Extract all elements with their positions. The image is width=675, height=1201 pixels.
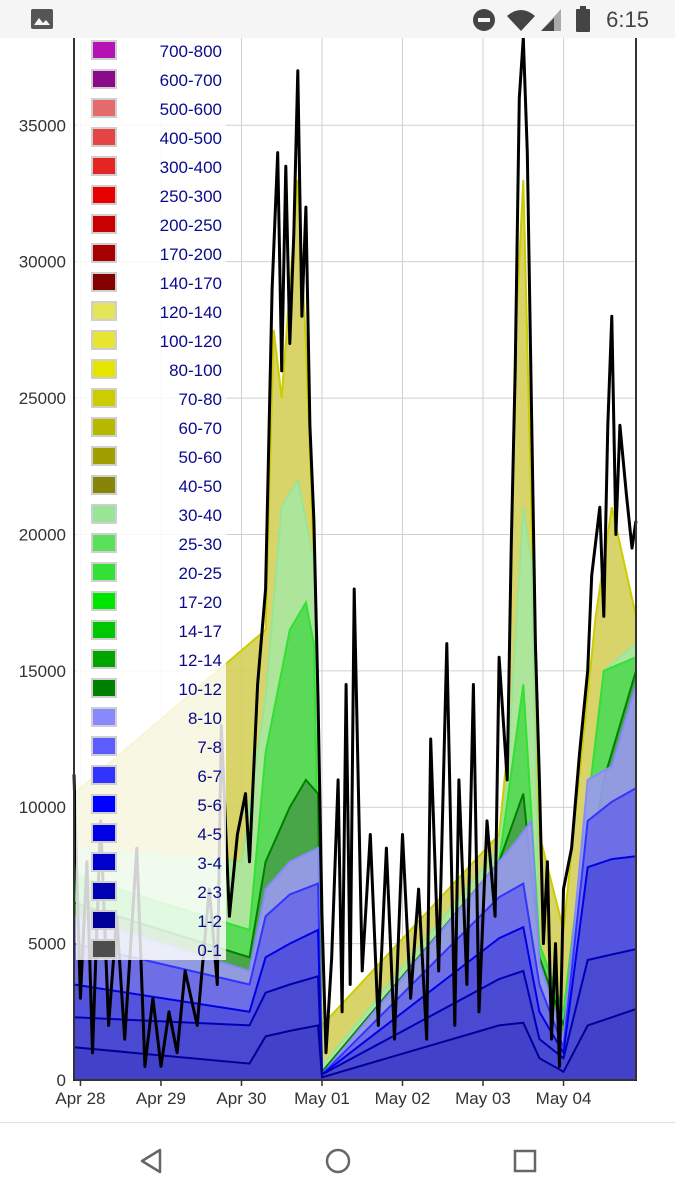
- legend-label: 120-140: [160, 303, 222, 322]
- legend-swatch: [91, 359, 117, 379]
- legend-swatch: [91, 678, 117, 698]
- legend-label: 12-14: [179, 651, 222, 670]
- x-tick-label: May 02: [375, 1089, 431, 1108]
- chart-legend: 700-800 600-700 500-600 400-500 300-400 250-3…: [76, 38, 226, 960]
- chart-axes: [73, 38, 637, 1086]
- legend-label: 25-30: [179, 535, 222, 554]
- legend-swatch: [91, 388, 117, 408]
- legend-swatch: [91, 301, 117, 321]
- legend-label: 4-5: [197, 825, 222, 844]
- legend-swatch: [91, 794, 117, 814]
- legend-swatch: [91, 533, 117, 553]
- do-not-disturb-icon: [473, 9, 495, 31]
- recents-icon[interactable]: [512, 1147, 538, 1175]
- legend-swatch: [91, 417, 117, 437]
- line-total: [72, 38, 638, 1068]
- legend-label: 3-4: [197, 854, 222, 873]
- legend-swatch: [91, 881, 117, 901]
- battery-icon: [576, 6, 590, 32]
- legend-label: 6-7: [197, 767, 222, 786]
- legend-label: 140-170: [160, 274, 222, 293]
- legend-label: 8-10: [188, 709, 222, 728]
- x-tick-label: May 01: [294, 1089, 350, 1108]
- legend-swatch: [91, 562, 117, 582]
- y-tick-label: 10000: [19, 798, 66, 817]
- legend-swatch: [91, 272, 117, 292]
- legend-label: 17-20: [179, 593, 222, 612]
- legend-swatch: [91, 69, 117, 89]
- legend-label: 50-60: [179, 448, 222, 467]
- legend-swatch: [91, 939, 117, 959]
- cellular-icon: [541, 9, 561, 31]
- legend-swatch: [91, 852, 117, 872]
- legend-label: 10-12: [179, 680, 222, 699]
- legend-label: 70-80: [179, 390, 222, 409]
- legend-swatch: [91, 649, 117, 669]
- x-tick-label: Apr 29: [136, 1089, 186, 1108]
- legend-label: 2-3: [197, 883, 222, 902]
- legend-swatch: [91, 765, 117, 785]
- legend-swatch: [91, 214, 117, 234]
- legend-label: 170-200: [160, 245, 222, 264]
- y-tick-label: 35000: [19, 116, 66, 135]
- y-tick-label: 0: [57, 1071, 66, 1090]
- x-tick-label: May 04: [536, 1089, 592, 1108]
- legend-swatch: [91, 127, 117, 147]
- legend-label: 100-120: [160, 332, 222, 351]
- legend-label: 400-500: [160, 129, 222, 148]
- legend-swatch: [91, 185, 117, 205]
- wifi-icon: [507, 10, 535, 31]
- legend-swatch: [91, 40, 117, 60]
- legend-swatch: [91, 910, 117, 930]
- nav-bar: [0, 1122, 675, 1201]
- y-tick-label: 30000: [19, 253, 66, 272]
- legend-label: 5-6: [197, 796, 222, 815]
- home-icon[interactable]: [324, 1147, 352, 1175]
- legend-label: 700-800: [160, 42, 222, 61]
- image-icon: [31, 9, 53, 29]
- y-tick-label: 15000: [19, 662, 66, 681]
- legend-label: 300-400: [160, 158, 222, 177]
- legend-label: 0-1: [197, 941, 222, 960]
- legend-label: 7-8: [197, 738, 222, 757]
- legend-swatch: [91, 475, 117, 495]
- legend-swatch: [91, 330, 117, 350]
- legend-label: 14-17: [179, 622, 222, 641]
- x-tick-label: May 03: [455, 1089, 511, 1108]
- y-tick-label: 25000: [19, 389, 66, 408]
- legend-swatch: [91, 707, 117, 727]
- legend-label: 500-600: [160, 100, 222, 119]
- status-time: 6:15: [606, 7, 649, 32]
- chart-ticks: 0 5000 10000 15000 20000 25000 30000 35000 Apr 2…: [19, 116, 592, 1108]
- legend-label: 1-2: [197, 912, 222, 931]
- legend-label: 250-300: [160, 187, 222, 206]
- back-icon[interactable]: [138, 1147, 164, 1175]
- legend-swatch: [91, 243, 117, 263]
- legend-label: 40-50: [179, 477, 222, 496]
- legend-label: 200-250: [160, 216, 222, 235]
- legend-swatch: [91, 823, 117, 843]
- legend-swatch: [91, 446, 117, 466]
- legend-label: 600-700: [160, 71, 222, 90]
- legend-label: 30-40: [179, 506, 222, 525]
- legend-swatch: [91, 156, 117, 176]
- legend-swatch: [91, 98, 117, 118]
- legend-label: 20-25: [179, 564, 222, 583]
- y-tick-label: 5000: [28, 935, 66, 954]
- legend-swatch: [91, 504, 117, 524]
- legend-swatch: [91, 736, 117, 756]
- legend-label: 80-100: [169, 361, 222, 380]
- status-bar: 6:15: [0, 0, 675, 38]
- chart: 700-800 600-700 500-600 400-500 300-400 250-3…: [19, 38, 638, 1108]
- legend-swatch: [91, 591, 117, 611]
- x-tick-label: Apr 30: [216, 1089, 266, 1108]
- x-tick-label: Apr 28: [55, 1089, 105, 1108]
- y-tick-label: 20000: [19, 525, 66, 544]
- legend-label: 60-70: [179, 419, 222, 438]
- legend-swatch: [91, 620, 117, 640]
